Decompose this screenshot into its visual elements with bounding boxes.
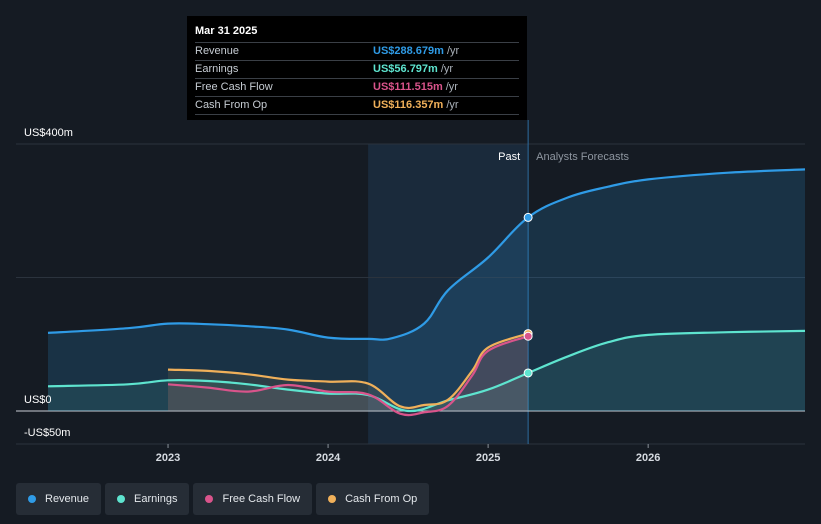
marker-earnings bbox=[523, 368, 533, 378]
x-tick-label: 2026 bbox=[636, 452, 660, 464]
tooltip-unit: /yr bbox=[446, 45, 460, 57]
legend-item-free-cash-flow[interactable]: Free Cash Flow bbox=[193, 483, 313, 515]
forecast-label: Analysts Forecasts bbox=[536, 151, 629, 163]
y-axis-label: US$400m bbox=[24, 127, 73, 139]
series-area-free-cash-flow bbox=[168, 336, 529, 416]
legend-label: Revenue bbox=[45, 493, 90, 505]
past-label: Past bbox=[498, 151, 520, 163]
tooltip-value: US$56.797m bbox=[373, 63, 438, 75]
series-line-earnings bbox=[47, 329, 806, 413]
tooltip-value: US$288.679m bbox=[373, 45, 444, 57]
tooltip-label: Earnings bbox=[195, 63, 239, 75]
legend-label: Free Cash Flow bbox=[222, 493, 301, 505]
tooltip-value: US$116.357m bbox=[373, 99, 444, 111]
series-area-cash-from-op bbox=[168, 333, 529, 411]
tooltip-label: Revenue bbox=[195, 45, 240, 57]
past-region bbox=[368, 144, 529, 444]
y-axis-label: -US$50m bbox=[24, 427, 70, 439]
y-axis-label: US$0 bbox=[24, 394, 52, 406]
legend-item-cash-from-op[interactable]: Cash From Op bbox=[316, 483, 430, 515]
legend-label: Earnings bbox=[134, 493, 178, 505]
series-line-revenue bbox=[47, 168, 806, 341]
marker-free-cash-flow bbox=[523, 331, 533, 341]
tooltip: Mar 31 2025 Revenue US$288.679m /yr Earn… bbox=[187, 16, 527, 120]
tooltip-unit: /yr bbox=[445, 81, 458, 93]
legend-item-earnings[interactable]: Earnings bbox=[105, 483, 190, 515]
x-tick-label: 2024 bbox=[316, 452, 341, 464]
tooltip-label: Free Cash Flow bbox=[195, 81, 273, 93]
tooltip-row-free-cash-flow: Free Cash Flow US$111.515m /yr bbox=[195, 79, 519, 97]
free-cash-flow-dot-icon bbox=[205, 495, 214, 503]
legend-item-revenue[interactable]: Revenue bbox=[16, 483, 102, 515]
earnings-dot-icon bbox=[117, 495, 126, 503]
legend-label: Cash From Op bbox=[345, 493, 418, 505]
tooltip-row-revenue: Revenue US$288.679m /yr bbox=[195, 43, 519, 61]
series-line-free-cash-flow bbox=[167, 335, 529, 417]
tooltip-row-cash-from-op: Cash From Op US$116.357m /yr bbox=[195, 97, 519, 115]
tooltip-unit: /yr bbox=[440, 63, 454, 75]
tooltip-value: US$111.515m bbox=[373, 81, 443, 93]
x-tick-label: 2023 bbox=[156, 452, 180, 464]
cash-from-op-dot-icon bbox=[328, 495, 337, 503]
series-area-revenue bbox=[48, 169, 805, 411]
revenue-dot-icon bbox=[28, 495, 36, 503]
tooltip-date: Mar 31 2025 bbox=[195, 24, 519, 43]
legend: Revenue Earnings Free Cash Flow Cash Fro… bbox=[16, 483, 430, 515]
x-tick-label: 2025 bbox=[476, 452, 500, 464]
series-line-cash-from-op bbox=[167, 332, 529, 410]
tooltip-label: Cash From Op bbox=[195, 99, 268, 111]
marker-revenue bbox=[523, 212, 533, 222]
tooltip-unit: /yr bbox=[446, 99, 459, 111]
tooltip-row-earnings: Earnings US$56.797m /yr bbox=[195, 61, 519, 79]
